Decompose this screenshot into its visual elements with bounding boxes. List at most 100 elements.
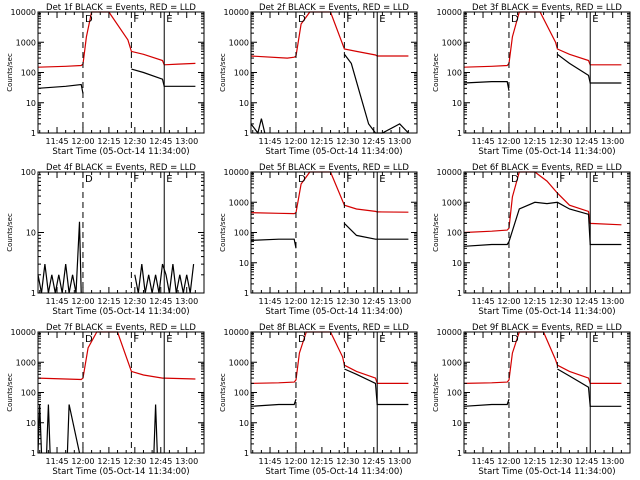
plot-title: Det 4f BLACK = Events, RED = LLD <box>46 163 196 173</box>
x-axis-label: Start Time (05-Oct-14 11:34:00) <box>478 467 615 477</box>
plot-title: Det 8f BLACK = Events, RED = LLD <box>259 323 409 333</box>
y-tick-label: 100 <box>234 389 249 398</box>
x-axis-label: Start Time (05-Oct-14 11:34:00) <box>478 307 615 317</box>
data-series-line <box>250 222 409 249</box>
plot-frame <box>463 331 631 454</box>
x-tick-label: 13:00 <box>601 297 624 306</box>
x-tick-label: 12:15 <box>523 457 546 466</box>
x-tick-label: 12:45 <box>149 457 172 466</box>
plot-panel: D F E 1 10 100 1000 10000 11:45 12:00 12:15 12:30 12… <box>219 323 418 477</box>
data-series-line <box>38 405 161 454</box>
x-tick-label: 12:15 <box>310 297 333 306</box>
x-tick-label: 12:30 <box>336 297 359 306</box>
y-tick-label: 1000 <box>442 358 462 367</box>
x-tick-label: 12:45 <box>575 137 598 146</box>
data-series-line <box>37 68 196 94</box>
y-tick-label: 10 <box>452 419 462 428</box>
x-tick-label: 13:00 <box>601 457 624 466</box>
event-marker-label: F <box>346 14 352 25</box>
x-tick-label: 11:45 <box>45 137 68 146</box>
x-tick-label: 12:30 <box>549 297 572 306</box>
event-marker-label: E <box>379 14 385 25</box>
plot-panel: D F E 1 10 100 1000 10000 11:45 12:00 12:15 12:30 12… <box>219 3 418 157</box>
y-tick-label: 10 <box>452 259 462 268</box>
y-tick-label: 1 <box>31 129 36 138</box>
plot-panel: D F E 1 10 100 1000 10000 11:45 12:00 12:15 12:30 12… <box>432 3 631 157</box>
y-tick-label: 10 <box>239 99 249 108</box>
plot-title: Det 9f BLACK = Events, RED = LLD <box>472 323 622 333</box>
y-tick-label: 10000 <box>437 8 462 17</box>
x-tick-label: 12:45 <box>362 457 385 466</box>
x-tick-label: 12:00 <box>284 457 307 466</box>
x-tick-label: 12:15 <box>97 297 120 306</box>
plot-frame <box>250 331 418 454</box>
data-series-line <box>37 221 195 294</box>
y-tick-label: 1000 <box>229 198 249 207</box>
x-tick-label: 11:45 <box>258 457 281 466</box>
y-tick-label: 100 <box>21 168 36 177</box>
y-tick-label: 1 <box>244 289 249 298</box>
x-tick-label: 12:00 <box>71 457 94 466</box>
plot-title: Det 1f BLACK = Events, RED = LLD <box>46 3 196 13</box>
y-tick-label: 1 <box>457 129 462 138</box>
event-marker-label: E <box>166 174 172 185</box>
event-marker-label: E <box>379 174 385 185</box>
x-axis-label: Start Time (05-Oct-14 11:34:00) <box>265 307 402 317</box>
y-tick-label: 10000 <box>224 168 249 177</box>
y-tick-label: 10000 <box>11 8 36 17</box>
y-axis-label: Counts/sec <box>6 213 14 252</box>
plot-title: Det 5f BLACK = Events, RED = LLD <box>259 163 409 173</box>
x-tick-label: 13:00 <box>388 457 411 466</box>
y-tick-label: 10 <box>239 419 249 428</box>
x-tick-label: 11:45 <box>258 297 281 306</box>
y-tick-label: 10 <box>26 419 36 428</box>
y-tick-label: 1000 <box>229 38 249 47</box>
x-tick-label: 12:15 <box>97 457 120 466</box>
event-marker-label: F <box>559 174 565 185</box>
y-tick-label: 100 <box>21 389 36 398</box>
x-tick-label: 12:30 <box>549 457 572 466</box>
event-marker-label: E <box>592 334 598 345</box>
y-tick-label: 100 <box>234 69 249 78</box>
y-tick-label: 1 <box>457 449 462 458</box>
y-axis-label: Counts/sec <box>432 213 440 252</box>
y-tick-label: 1000 <box>442 198 462 207</box>
data-series-line <box>463 201 622 247</box>
plot-title: Det 6f BLACK = Events, RED = LLD <box>472 163 622 173</box>
y-axis-label: Counts/sec <box>219 53 227 92</box>
x-tick-label: 12:30 <box>123 297 146 306</box>
event-marker-label: E <box>166 14 172 25</box>
x-tick-label: 12:15 <box>310 457 333 466</box>
event-marker-label: F <box>133 334 139 345</box>
plot-panel: D F E 1 10 100 1000 10000 11:45 12:00 12:15 12:30 12… <box>432 323 631 477</box>
x-tick-label: 11:45 <box>471 137 494 146</box>
plot-panel: D F E 1 10 100 1000 10000 11:45 12:00 12:15 12:30 12… <box>6 3 205 157</box>
event-marker-label: D <box>85 174 93 185</box>
x-tick-label: 12:30 <box>123 457 146 466</box>
x-tick-label: 12:15 <box>523 137 546 146</box>
event-marker-label: F <box>133 14 139 25</box>
x-tick-label: 12:45 <box>149 297 172 306</box>
x-tick-label: 12:15 <box>310 137 333 146</box>
x-tick-label: 12:00 <box>284 137 307 146</box>
x-axis-label: Start Time (05-Oct-14 11:34:00) <box>265 467 402 477</box>
y-tick-label: 1000 <box>229 358 249 367</box>
event-marker-label: D <box>85 334 93 345</box>
y-tick-label: 1 <box>244 449 249 458</box>
x-tick-label: 12:00 <box>497 137 520 146</box>
x-tick-label: 12:15 <box>97 137 120 146</box>
x-tick-label: 12:00 <box>497 457 520 466</box>
event-marker-label: D <box>85 14 93 25</box>
plot-title: Det 2f BLACK = Events, RED = LLD <box>259 3 409 13</box>
y-tick-label: 1 <box>31 449 36 458</box>
plot-frame <box>250 171 418 294</box>
x-tick-label: 12:45 <box>149 137 172 146</box>
y-axis-label: Counts/sec <box>6 53 14 92</box>
data-series-line <box>250 368 409 407</box>
data-series-line <box>463 368 622 407</box>
x-tick-label: 11:45 <box>471 457 494 466</box>
event-marker-label: D <box>511 174 519 185</box>
event-marker-label: F <box>133 174 139 185</box>
x-tick-label: 12:30 <box>549 137 572 146</box>
